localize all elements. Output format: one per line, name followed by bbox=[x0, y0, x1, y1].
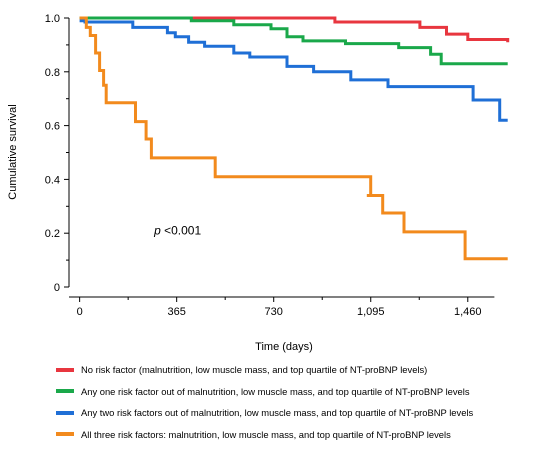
y-tick-label: 1.0 bbox=[45, 13, 60, 25]
x-tick-label: 0 bbox=[77, 306, 83, 318]
legend-swatch-orange bbox=[56, 432, 74, 437]
series-line-0 bbox=[79, 16, 510, 43]
series-line-1 bbox=[79, 16, 508, 66]
p-value-text: <0.001 bbox=[161, 224, 202, 238]
x-tick-label: 1,095 bbox=[357, 306, 385, 318]
legend-item-three-risk: All three risk factors: malnutrition, lo… bbox=[56, 424, 546, 446]
legend-label: Any one risk factor out of malnutrition,… bbox=[81, 385, 470, 397]
legend-swatch-green bbox=[56, 389, 74, 394]
y-tick-label: 0.2 bbox=[45, 228, 60, 240]
survival-chart: 0 0.2 0.4 0.6 0.8 1.0 0 365 730 1,095 1,460 Cumul… bbox=[7, 13, 510, 353]
legend-item-two-risk: Any two risk factors out of malnutrition… bbox=[56, 402, 546, 424]
series-line-2 bbox=[79, 19, 508, 122]
y-tick-label: 0.8 bbox=[45, 67, 60, 79]
x-tick-label: 1,460 bbox=[454, 306, 482, 318]
x-tick-label: 730 bbox=[265, 306, 283, 318]
legend-swatch-blue bbox=[56, 410, 74, 415]
legend-label: All three risk factors: malnutrition, lo… bbox=[81, 428, 451, 440]
p-value-annotation: p <0.001 bbox=[153, 224, 201, 238]
y-axis-title: Cumulative survival bbox=[7, 104, 19, 199]
legend-item-no-risk: No risk factor (malnutrition, low muscle… bbox=[56, 359, 546, 381]
legend-label: Any two risk factors out of malnutrition… bbox=[81, 407, 474, 419]
y-tick-label: 0 bbox=[54, 282, 60, 294]
series-line-3 bbox=[79, 16, 508, 261]
y-ticks: 0 0.2 0.4 0.6 0.8 1.0 bbox=[45, 13, 69, 294]
legend: No risk factor (malnutrition, low muscle… bbox=[56, 359, 546, 445]
series-group bbox=[79, 16, 510, 261]
p-value-italic: p bbox=[153, 224, 161, 238]
x-tick-label: 365 bbox=[167, 306, 185, 318]
legend-label: No risk factor (malnutrition, low muscle… bbox=[81, 364, 428, 376]
x-ticks: 0 365 730 1,095 1,460 bbox=[77, 297, 482, 318]
legend-swatch-red bbox=[56, 367, 74, 372]
y-tick-label: 0.4 bbox=[45, 174, 60, 186]
x-axis-title: Time (days) bbox=[255, 341, 313, 353]
y-tick-label: 0.6 bbox=[45, 121, 60, 133]
legend-item-one-risk: Any one risk factor out of malnutrition,… bbox=[56, 381, 546, 403]
